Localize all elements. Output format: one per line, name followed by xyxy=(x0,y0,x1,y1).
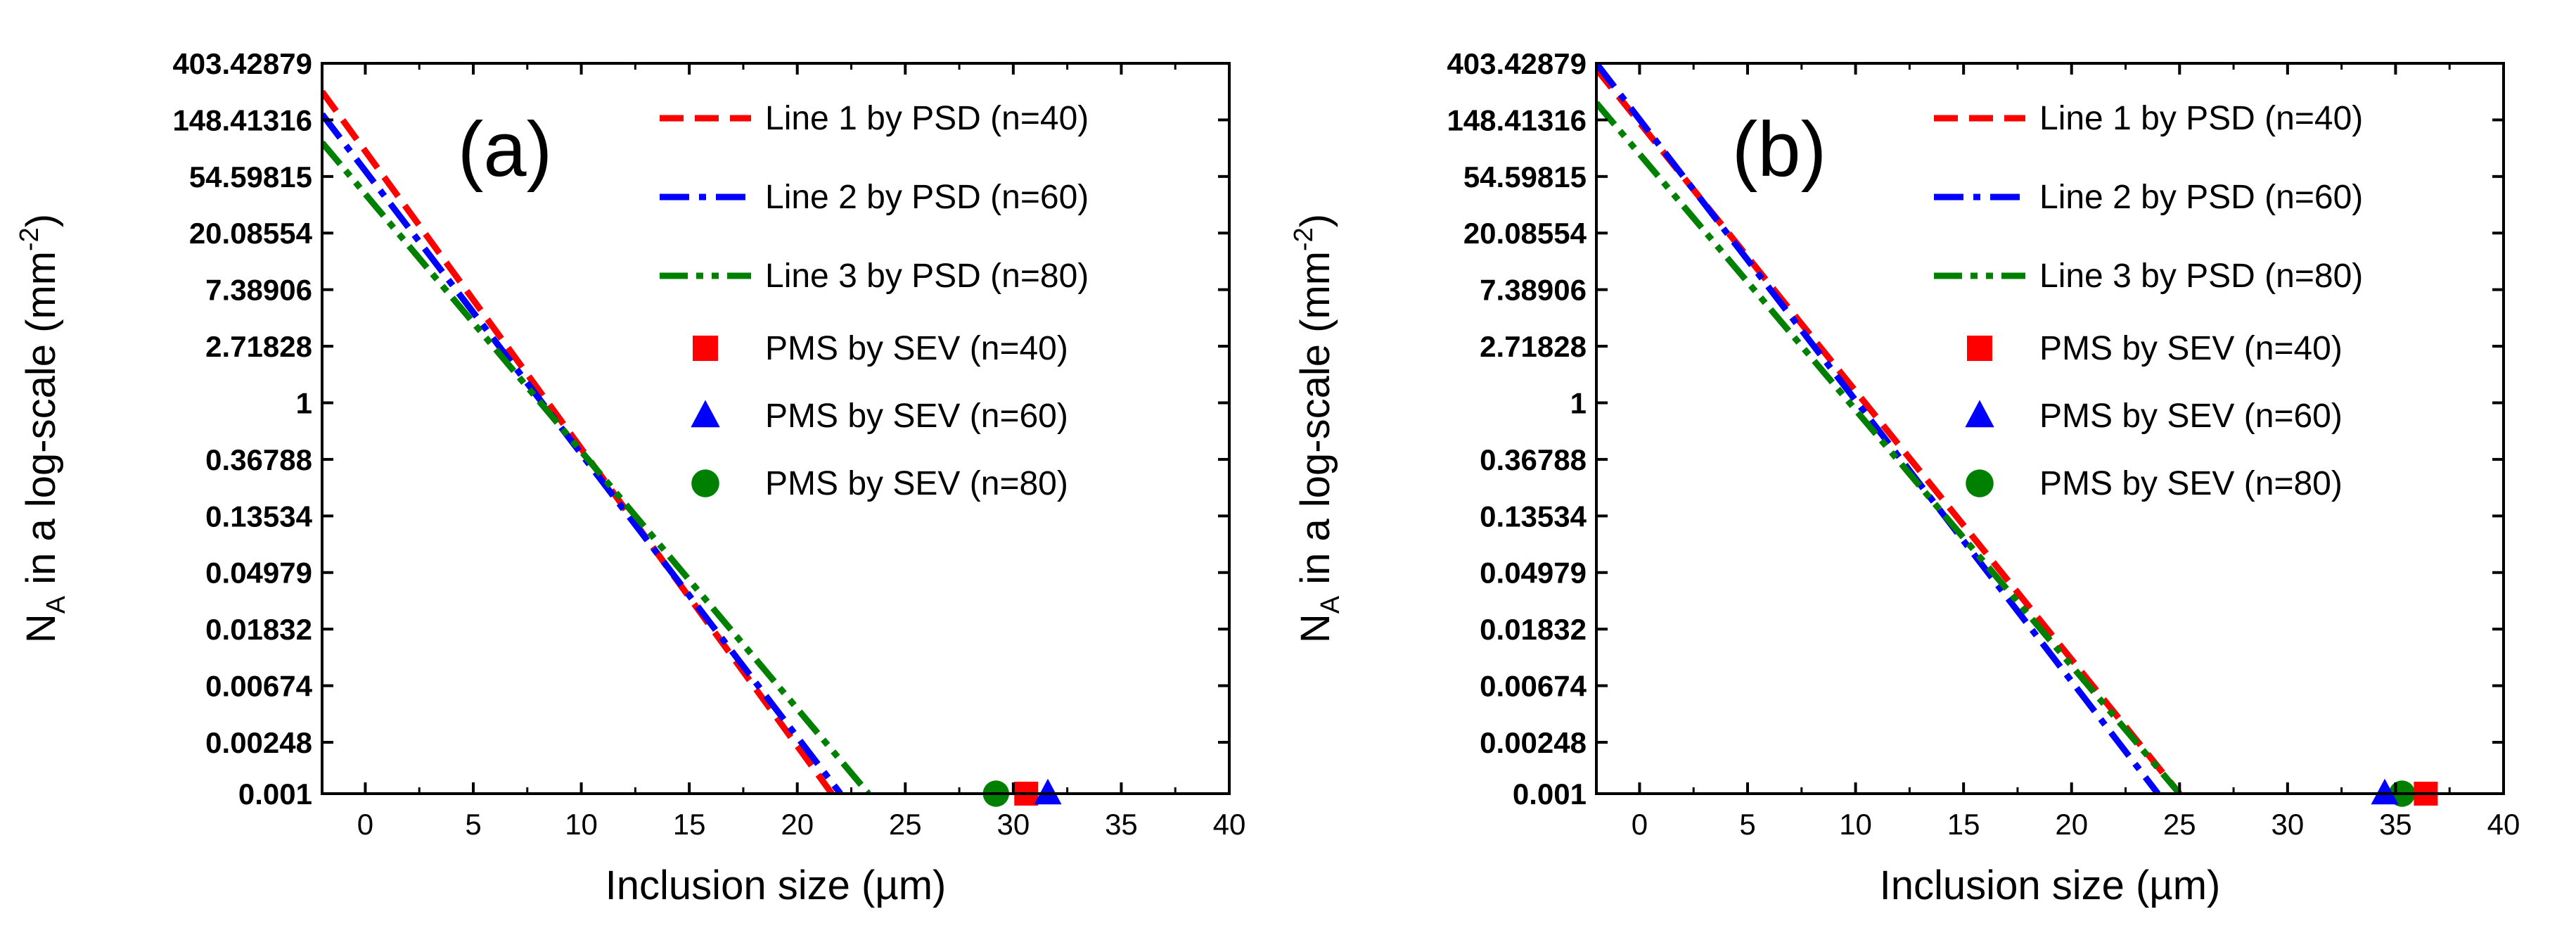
x-tick-label: 10 xyxy=(1839,808,1872,841)
panel-a: 0 5 10 15 20 25 30 35 40 403.42879 148.41316 54.598… xyxy=(15,47,1245,908)
x-tick-label: 30 xyxy=(2271,808,2304,841)
x-axis-title: Inclusion size (µm) xyxy=(1880,863,2221,908)
x-axis-title: Inclusion size (µm) xyxy=(605,863,947,908)
legend-marker-1 xyxy=(693,336,718,361)
y-axis-title-ylabel-sub: A xyxy=(1316,595,1345,614)
legend-label: Line 2 by PSD (n=60) xyxy=(2039,179,2363,216)
data-marker-2 xyxy=(1034,778,1062,805)
legend-label: PMS by SEV (n=80) xyxy=(2039,465,2343,502)
y-tick-label: 20.08554 xyxy=(189,217,313,250)
legend-label: Line 3 by PSD (n=80) xyxy=(2039,258,2363,295)
x-tick-label: 30 xyxy=(997,808,1030,841)
y-tick-label: 0.04979 xyxy=(1480,557,1587,590)
legend-label: PMS by SEV (n=60) xyxy=(765,398,1068,435)
y-tick-label: 2.71828 xyxy=(205,330,312,363)
legend-label: PMS by SEV (n=40) xyxy=(2039,330,2343,367)
x-tick-label: 5 xyxy=(1739,808,1755,841)
y-tick-label: 0.01832 xyxy=(1480,613,1587,646)
x-tick-label: 15 xyxy=(673,808,706,841)
y-axis-title-ylabel-main: N xyxy=(18,614,64,643)
y-tick-label: 0.00248 xyxy=(1480,726,1587,759)
y-axis-title-ylabel-rest: in a log-scale (mm xyxy=(18,251,64,596)
panel-b: 0 5 10 15 20 25 30 35 40 403.42879 148.41316 54.598… xyxy=(1289,47,2520,908)
y-axis-title-ylabel-sub: A xyxy=(41,595,71,614)
legend-label: Line 1 by PSD (n=40) xyxy=(2039,100,2363,137)
y-axis-title-ylabel-close: ) xyxy=(18,214,64,227)
y-tick-label: 54.59815 xyxy=(1463,160,1587,193)
legend-marker-1 xyxy=(1967,336,1992,361)
x-tick-label: 40 xyxy=(1213,808,1246,841)
y-tick-label: 0.001 xyxy=(1513,777,1587,811)
y-tick-label: 1 xyxy=(1570,386,1587,419)
y-axis-title-ylabel-sup: -2 xyxy=(1289,227,1319,251)
panel-label: (a) xyxy=(458,106,552,193)
x-tick-label: 20 xyxy=(2055,808,2088,841)
y-tick-label: 20.08554 xyxy=(1463,217,1587,250)
series-line-2 xyxy=(1596,63,2161,794)
series-line-1 xyxy=(1596,67,2182,794)
data-marker-2 xyxy=(2371,778,2399,805)
y-axis-title-ylabel-main: N xyxy=(1293,614,1338,643)
legend-marker-3 xyxy=(691,469,719,497)
series-group xyxy=(1596,63,2182,794)
x-tick-label: 25 xyxy=(2163,808,2196,841)
x-tick-label: 10 xyxy=(565,808,598,841)
y-tick-label: 0.01832 xyxy=(205,613,312,646)
y-tick-label: 54.59815 xyxy=(189,160,312,193)
x-tick-label: 5 xyxy=(465,808,481,841)
legend-marker-2 xyxy=(1965,400,1994,428)
y-tick-label: 0.13534 xyxy=(205,500,312,533)
legend-label: Line 1 by PSD (n=40) xyxy=(765,100,1089,137)
y-axis-title: NA in a log-scale (mm-2) xyxy=(1289,214,1345,643)
legend-label: PMS by SEV (n=60) xyxy=(2039,398,2343,435)
y-axis-title: NA in a log-scale (mm-2) xyxy=(15,214,71,643)
y-tick-label: 0.00674 xyxy=(205,670,312,703)
x-tick-label: 40 xyxy=(2487,808,2520,841)
x-tick-label: 35 xyxy=(1105,808,1138,841)
y-tick-label: 7.38906 xyxy=(1480,274,1587,307)
plot-frame xyxy=(1595,62,2505,795)
x-tick-label: 0 xyxy=(357,808,373,841)
legend-label: PMS by SEV (n=80) xyxy=(765,465,1068,502)
y-tick-label: 0.00248 xyxy=(205,726,312,759)
legend-marker-3 xyxy=(1966,469,1994,497)
panel-label: (b) xyxy=(1732,106,1826,193)
y-tick-label: 1 xyxy=(296,386,312,419)
y-tick-label: 0.36788 xyxy=(205,443,312,476)
legend-marker-2 xyxy=(691,400,720,428)
y-tick-label: 148.41316 xyxy=(172,103,312,136)
y-tick-label: 0.00674 xyxy=(1480,670,1587,703)
y-tick-label: 0.36788 xyxy=(1480,443,1587,476)
y-axis-title-ylabel-close: ) xyxy=(1293,214,1338,227)
x-tick-label: 25 xyxy=(889,808,922,841)
y-tick-label: 403.42879 xyxy=(1447,47,1587,80)
y-tick-label: 0.04979 xyxy=(205,557,312,590)
legend-label: Line 2 by PSD (n=60) xyxy=(765,179,1089,216)
legend-label: PMS by SEV (n=40) xyxy=(765,330,1068,367)
series-group xyxy=(322,89,871,794)
series-line-3 xyxy=(1596,101,2182,794)
legend-label: Line 3 by PSD (n=80) xyxy=(765,258,1089,295)
y-tick-label: 148.41316 xyxy=(1447,103,1587,136)
y-tick-label: 403.42879 xyxy=(172,47,312,80)
plot-frame xyxy=(321,62,1231,795)
x-tick-label: 35 xyxy=(2379,808,2412,841)
series-line-3 xyxy=(322,140,871,794)
x-tick-label: 15 xyxy=(1947,808,1980,841)
y-tick-label: 2.71828 xyxy=(1480,330,1587,363)
y-tick-label: 0.13534 xyxy=(1480,500,1587,533)
y-tick-label: 7.38906 xyxy=(205,274,312,307)
y-axis-title-ylabel-sup: -2 xyxy=(15,227,44,251)
y-tick-label: 0.001 xyxy=(238,777,312,811)
x-tick-label: 0 xyxy=(1632,808,1648,841)
x-tick-label: 20 xyxy=(781,808,814,841)
y-axis-title-ylabel-rest: in a log-scale (mm xyxy=(1293,251,1338,596)
